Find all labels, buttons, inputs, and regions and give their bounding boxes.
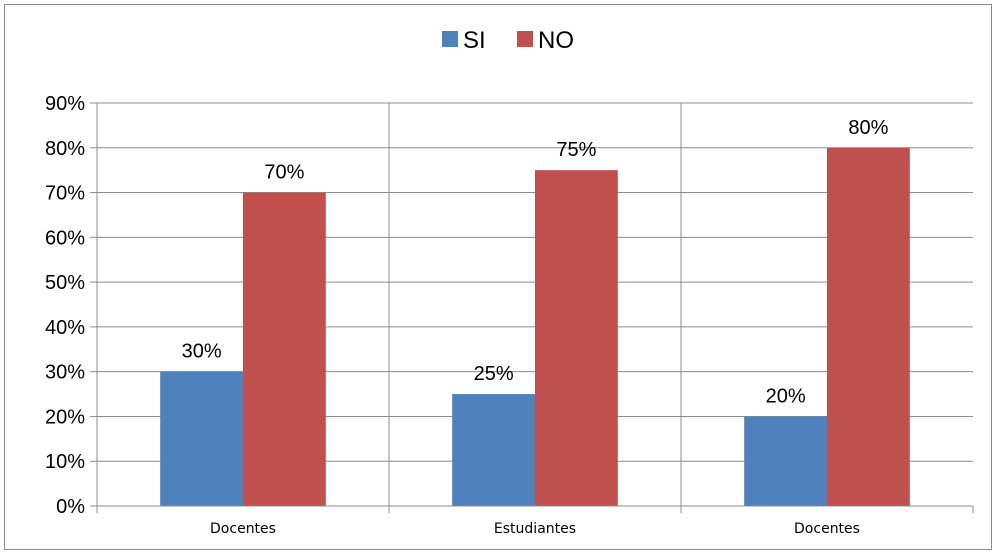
data-labels: 30% 70% 25% 75% 20% 80% — [182, 117, 889, 408]
data-label-no-2: 80% — [848, 117, 888, 139]
y-tick-label: 20% — [45, 406, 85, 428]
data-label-no-1: 75% — [556, 139, 596, 161]
y-tick-label: 30% — [45, 362, 85, 384]
bar-si-2 — [744, 416, 827, 506]
data-label-si-0: 30% — [182, 341, 222, 363]
y-tick-label: 90% — [45, 93, 85, 115]
x-category-label: Docentes — [794, 521, 860, 537]
category-dividers — [388, 103, 682, 513]
bar-no-2 — [827, 147, 910, 506]
x-axis: Docentes Estudiantes Docentes — [96, 505, 974, 537]
data-label-si-1: 25% — [474, 363, 514, 385]
legend: SI NO — [442, 27, 574, 54]
legend-label-si: SI — [463, 27, 486, 54]
legend-swatch-si — [442, 31, 458, 47]
bar-no-0 — [243, 192, 326, 507]
y-tick-label: 40% — [45, 317, 85, 339]
y-tick-label: 50% — [45, 272, 85, 294]
data-label-si-2: 20% — [766, 385, 806, 407]
y-tick-label: 60% — [45, 227, 85, 249]
x-category-label: Estudiantes — [494, 521, 576, 537]
y-tick-label: 0% — [56, 496, 85, 518]
data-label-no-0: 70% — [264, 162, 304, 184]
bars — [160, 147, 910, 507]
legend-swatch-no — [517, 31, 533, 47]
y-tick-label: 80% — [45, 138, 85, 160]
bar-no-1 — [535, 170, 618, 506]
bar-si-1 — [452, 394, 535, 506]
legend-label-no: NO — [538, 27, 574, 54]
y-axis-ticks: 0% 10% 20% 30% 40% 50% 60% 70% 80% 90% — [45, 93, 98, 518]
x-category-label: Docentes — [210, 521, 276, 537]
bar-si-0 — [160, 371, 243, 506]
y-tick-label: 70% — [45, 183, 85, 205]
y-tick-label: 10% — [45, 451, 85, 473]
